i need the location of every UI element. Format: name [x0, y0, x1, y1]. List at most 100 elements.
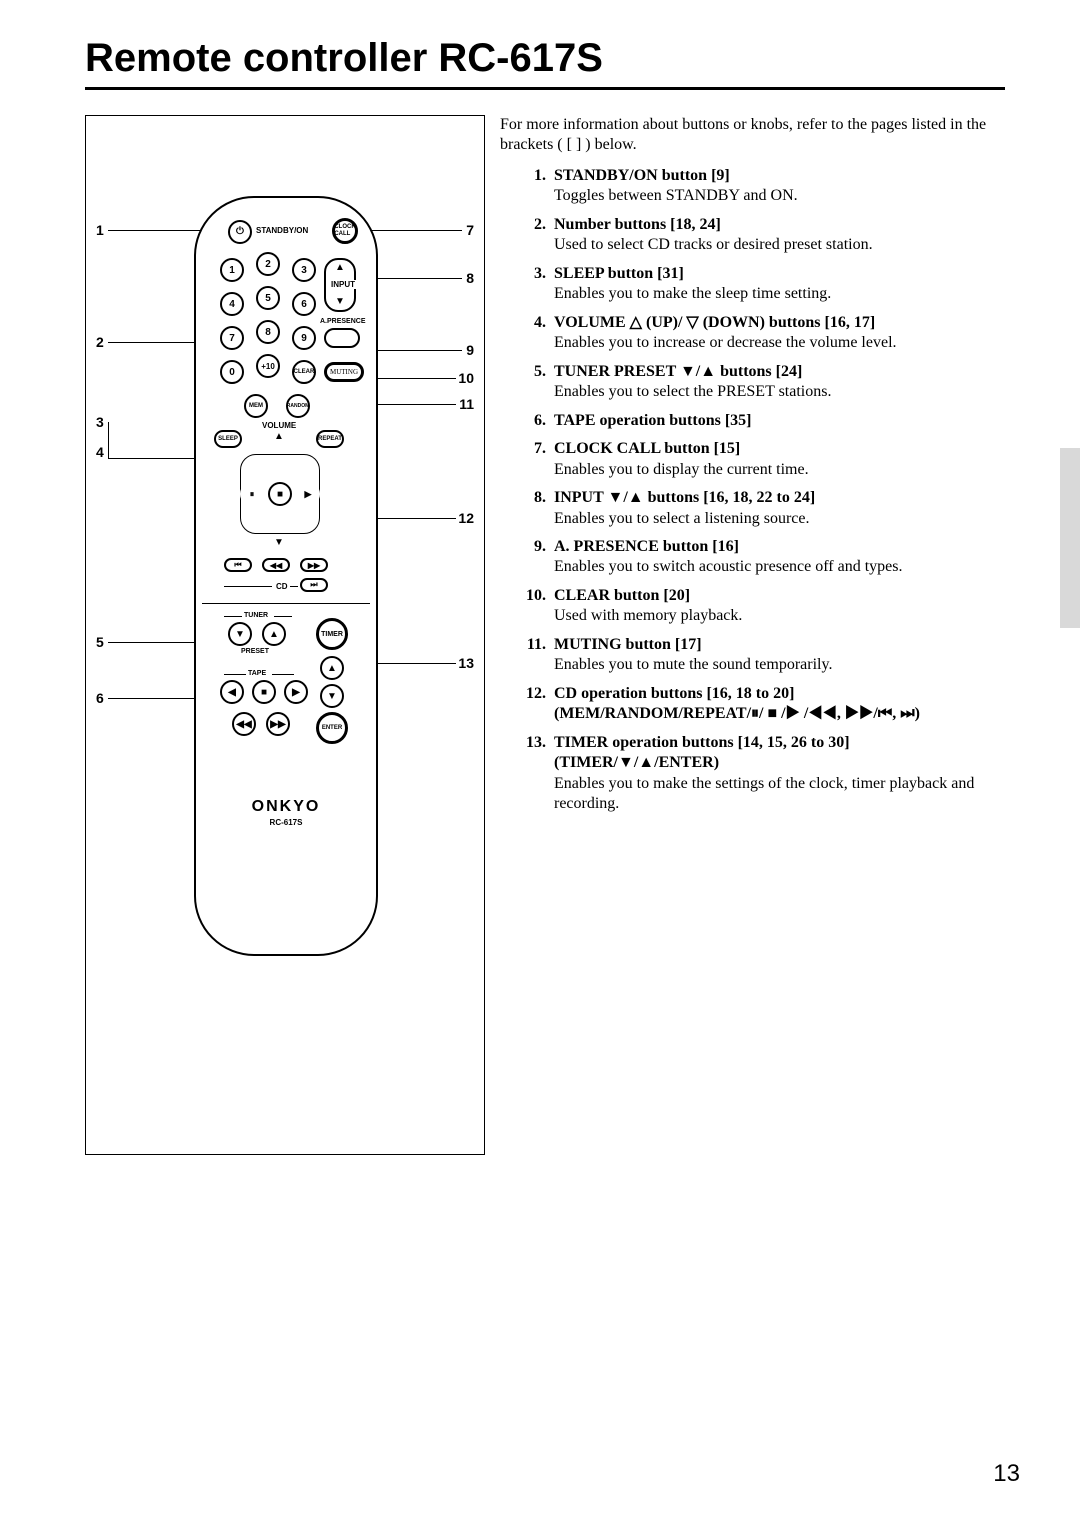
- num-0-button: 0: [220, 360, 244, 384]
- cd-ff-button: ▶▶: [300, 558, 328, 572]
- item-title: MUTING button [17]: [554, 635, 1020, 655]
- timer-up-button: ▲: [320, 656, 344, 680]
- item-text: Enables you to select a listening source…: [554, 509, 1020, 529]
- item-title: Number buttons [18, 24]: [554, 215, 1020, 235]
- num-2-button: 2: [256, 252, 280, 276]
- clock-call-button: CLOCK CALL: [332, 218, 358, 244]
- cd-rule: [224, 586, 272, 587]
- callout-5: 5: [96, 634, 104, 650]
- item-body: Number buttons [18, 24]Used to select CD…: [554, 215, 1020, 256]
- item-subtitle: (MEM/RANDOM/REPEAT/⏸/ ■ /▶ /◀◀, ▶▶/⏮, ⏭): [554, 704, 1020, 724]
- item-title: CD operation buttons [16, 18 to 20]: [554, 684, 1020, 704]
- brand-label: ONKYO: [196, 798, 376, 816]
- item-number: 12.: [518, 684, 546, 725]
- item-number: 2.: [518, 215, 546, 256]
- item-text: Enables you to select the PRESET station…: [554, 382, 1020, 402]
- callout-line: [108, 422, 109, 458]
- volume-label: VOLUME: [262, 421, 296, 430]
- item-text: Enables you to display the current time.: [554, 460, 1020, 480]
- rule: [224, 674, 246, 675]
- description-item: 8.INPUT ▼/▲ buttons [16, 18, 22 to 24]En…: [518, 488, 1020, 529]
- item-title: TIMER operation buttons [14, 15, 26 to 3…: [554, 733, 1020, 753]
- rule: [224, 616, 242, 617]
- item-body: CLEAR button [20]Used with memory playba…: [554, 586, 1020, 627]
- cd-play-button: ▶: [296, 482, 320, 506]
- description-item: 2.Number buttons [18, 24]Used to select …: [518, 215, 1020, 256]
- num-6-button: 6: [292, 292, 316, 316]
- item-number: 6.: [518, 411, 546, 431]
- item-subtitle: (TIMER/▼/▲/ENTER): [554, 753, 1020, 773]
- item-title: TAPE operation buttons [35]: [554, 411, 1020, 431]
- repeat-button: REPEAT: [316, 430, 344, 448]
- item-number: 7.: [518, 439, 546, 480]
- item-title: INPUT ▼/▲ buttons [16, 18, 22 to 24]: [554, 488, 1020, 508]
- a-presence-button: [324, 328, 360, 348]
- num-7-button: 7: [220, 326, 244, 350]
- item-title: CLOCK CALL button [15]: [554, 439, 1020, 459]
- callout-1: 1: [96, 222, 104, 238]
- item-number: 10.: [518, 586, 546, 627]
- power-icon: ⏻: [236, 227, 244, 237]
- input-label: INPUT: [330, 280, 356, 289]
- item-number: 3.: [518, 264, 546, 305]
- item-body: SLEEP button [31]Enables you to make the…: [554, 264, 1020, 305]
- callout-6: 6: [96, 690, 104, 706]
- divider: [202, 603, 370, 604]
- callout-8: 8: [466, 270, 474, 286]
- cd-rew-button: ◀◀: [262, 558, 290, 572]
- item-text: Enables you to increase or decrease the …: [554, 333, 1020, 353]
- tape-label: TAPE: [248, 670, 266, 677]
- callout-9: 9: [466, 342, 474, 358]
- muting-button: MUTING: [324, 362, 364, 382]
- remote-body: ⏻ STANDBY/ON CLOCK CALL 1 2 3 4 5 6 7 8 …: [194, 196, 378, 956]
- item-number: 9.: [518, 537, 546, 578]
- item-text: Enables you to mute the sound temporaril…: [554, 655, 1020, 675]
- tuner-down-button: ▼: [228, 622, 252, 646]
- remote-diagram-frame: 1 2 3 4 5 6 7 8 9 10 11 12 13 ⏻ STANDBY/…: [85, 115, 485, 1155]
- intro-text: For more information about buttons or kn…: [500, 115, 1020, 156]
- callout-line: [108, 458, 208, 459]
- item-title: A. PRESENCE button [16]: [554, 537, 1020, 557]
- item-text: Enables you to make the settings of the …: [554, 774, 1020, 815]
- standby-on-label: STANDBY/ON: [256, 226, 308, 235]
- num-9-button: 9: [292, 326, 316, 350]
- item-number: 5.: [518, 362, 546, 403]
- description-item: 3.SLEEP button [31]Enables you to make t…: [518, 264, 1020, 305]
- num-1-button: 1: [220, 258, 244, 282]
- item-body: MUTING button [17]Enables you to mute th…: [554, 635, 1020, 676]
- description-item: 10. CLEAR button [20]Used with memory pla…: [518, 586, 1020, 627]
- item-body: TAPE operation buttons [35]: [554, 411, 1020, 431]
- timer-down-button: ▼: [320, 684, 344, 708]
- item-title: SLEEP button [31]: [554, 264, 1020, 284]
- timer-button: TIMER: [316, 618, 348, 650]
- item-number: 13.: [518, 733, 546, 815]
- item-body: TUNER PRESET ▼/▲ buttons [24]Enables you…: [554, 362, 1020, 403]
- item-number: 1.: [518, 166, 546, 207]
- callout-4: 4: [96, 444, 104, 460]
- clear-button: CLEAR: [292, 360, 316, 384]
- item-number: 11.: [518, 635, 546, 676]
- preset-label: PRESET: [241, 648, 269, 655]
- tape-rew-button: ◀◀: [232, 712, 256, 736]
- cd-rule: [290, 586, 298, 587]
- description-item: 6. TAPE operation buttons [35]: [518, 411, 1020, 431]
- description-item: 9.A. PRESENCE button [16]Enables you to …: [518, 537, 1020, 578]
- model-label: RC-617S: [196, 818, 376, 827]
- rule: [272, 674, 294, 675]
- item-body: A. PRESENCE button [16]Enables you to sw…: [554, 537, 1020, 578]
- tape-ff-button: ▶▶: [266, 712, 290, 736]
- callout-7: 7: [466, 222, 474, 238]
- description-item: 11. MUTING button [17]Enables you to mute…: [518, 635, 1020, 676]
- down-triangle-icon: ▼: [335, 297, 345, 307]
- tuner-up-button: ▲: [262, 622, 286, 646]
- cd-prev-button: ⏮: [224, 558, 252, 572]
- num-8-button: 8: [256, 320, 280, 344]
- vol-down-icon: ▼: [274, 538, 284, 548]
- callout-12: 12: [458, 510, 474, 526]
- description-item: 12. CD operation buttons [16, 18 to 20](M…: [518, 684, 1020, 725]
- num-4-button: 4: [220, 292, 244, 316]
- item-text: Enables you to switch acoustic presence …: [554, 557, 1020, 577]
- tape-stop-button: ■: [252, 680, 276, 704]
- item-title: STANDBY/ON button [9]: [554, 166, 1020, 186]
- description-item: 7. CLOCK CALL button [15]Enables you to d…: [518, 439, 1020, 480]
